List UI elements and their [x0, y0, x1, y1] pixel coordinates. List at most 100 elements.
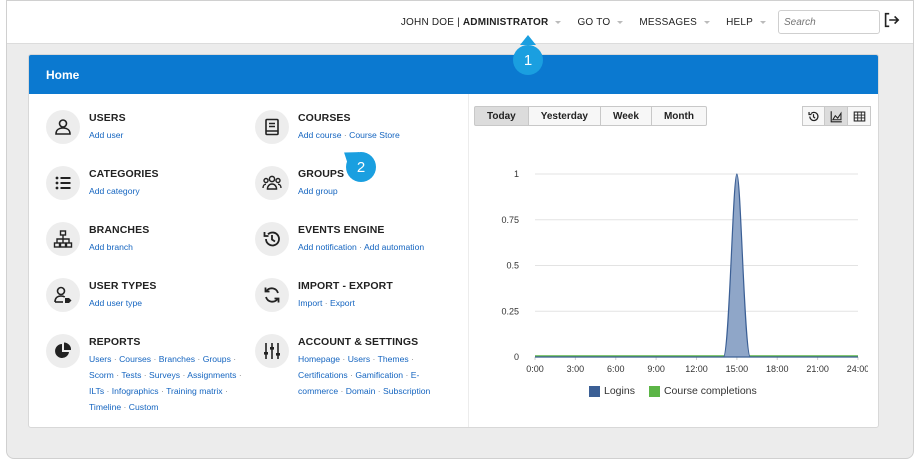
report-surveys-link[interactable]: Surveys — [149, 370, 181, 380]
list-icon — [46, 166, 80, 200]
goto-label: GO TO — [577, 16, 611, 28]
add-course-link[interactable]: Add course — [298, 130, 342, 140]
legend-item-completions[interactable]: Course completions — [648, 385, 757, 397]
callout-1-pointer — [520, 35, 536, 45]
help-menu[interactable]: HELP — [726, 17, 766, 28]
tab-month[interactable]: Month — [651, 106, 707, 126]
history-view-button[interactable] — [802, 106, 825, 126]
x-tick-label: 18:00 — [766, 364, 789, 374]
panel-title: Home — [29, 55, 878, 94]
home-panel: Home USERS Add user CATEGORIES Add categ… — [28, 54, 879, 428]
messages-label: MESSAGES — [639, 16, 698, 28]
account-settings-section: ACCOUNT & SETTINGS Homepage · Users · Th… — [255, 334, 448, 399]
report-custom-link[interactable]: Custom — [128, 402, 159, 412]
import-link[interactable]: Import — [298, 298, 323, 308]
report-scorm-link[interactable]: Scorm — [89, 370, 114, 380]
chevron-down-icon — [760, 20, 766, 24]
x-tick-label: 12:00 — [685, 364, 708, 374]
completions-swatch — [648, 385, 660, 397]
events-engine-title: EVENTS ENGINE — [298, 224, 385, 236]
user-tag-icon — [46, 278, 80, 312]
sliders-icon — [255, 334, 289, 368]
table-view-button[interactable] — [848, 106, 871, 126]
sitemap-icon — [46, 222, 80, 256]
report-branches-link[interactable]: Branches — [158, 354, 196, 364]
x-tick-label: 9:00 — [647, 364, 665, 374]
course-store-link[interactable]: Course Store — [349, 130, 400, 140]
y-tick-label: 0 — [514, 352, 519, 362]
export-link[interactable]: Export — [330, 298, 355, 308]
domain-link[interactable]: Domain — [345, 386, 376, 396]
tab-yesterday[interactable]: Yesterday — [528, 106, 601, 126]
subscription-link[interactable]: Subscription — [383, 386, 431, 396]
user-types-section: USER TYPES Add user type — [46, 278, 157, 312]
report-users-link[interactable]: Users — [89, 354, 112, 364]
report-training-matrix-link[interactable]: Training matrix — [166, 386, 223, 396]
help-label: HELP — [726, 16, 753, 28]
logins-area-chart: 0 0.25 0.5 0.75 1 0:00 3:00 6:00 9:00 12:00 15:00 1… — [501, 169, 868, 374]
chevron-down-icon — [617, 20, 624, 24]
user-role: ADMINISTRATOR — [462, 16, 549, 28]
history-icon — [255, 222, 289, 256]
report-ilts-link[interactable]: ILTs — [89, 386, 105, 396]
series-logins — [535, 173, 858, 358]
events-engine-section: EVENTS ENGINE Add notification · Add aut… — [255, 222, 424, 256]
legend-label-logins: Logins — [604, 385, 635, 397]
tab-week[interactable]: Week — [600, 106, 652, 126]
users-section: USERS Add user — [46, 110, 126, 144]
gamification-link[interactable]: Gamification — [355, 370, 404, 380]
table-icon — [853, 111, 865, 121]
search-input[interactable] — [778, 10, 880, 34]
report-assignments-link[interactable]: Assignments — [187, 370, 237, 380]
themes-link[interactable]: Themes — [377, 354, 409, 364]
certifications-link[interactable]: Certifications — [298, 370, 348, 380]
users-title: USERS — [89, 112, 126, 124]
add-notification-link[interactable]: Add notification — [298, 242, 357, 252]
goto-menu[interactable]: GO TO — [577, 16, 624, 28]
y-tick-label: 0.25 — [501, 306, 519, 316]
tab-today[interactable]: Today — [474, 106, 529, 126]
add-user-type-link[interactable]: Add user type — [89, 298, 143, 308]
ecommerce-link-part2[interactable]: commerce — [298, 386, 339, 396]
homepage-link[interactable]: Homepage — [298, 354, 341, 364]
history-icon — [808, 111, 819, 121]
area-chart-view-button[interactable] — [825, 106, 848, 126]
sync-icon — [255, 278, 289, 312]
report-courses-link[interactable]: Courses — [119, 354, 152, 364]
account-settings-links: Homepage · Users · Themes · Certificatio… — [298, 354, 431, 396]
messages-menu[interactable]: MESSAGES — [639, 16, 711, 28]
groups-section: GROUPS Add group — [255, 166, 344, 200]
import-export-title: IMPORT - EXPORT — [298, 280, 393, 292]
y-tick-label: 1 — [514, 169, 519, 179]
add-category-link[interactable]: Add category — [89, 186, 140, 196]
area-chart-icon — [830, 110, 842, 122]
y-tick-label: 0.5 — [506, 261, 519, 271]
categories-title: CATEGORIES — [89, 168, 159, 180]
add-branch-link[interactable]: Add branch — [89, 242, 133, 252]
logout-icon[interactable] — [882, 11, 900, 29]
chart-legend: Logins Course completions — [589, 385, 771, 397]
logins-swatch — [589, 385, 600, 397]
add-user-link[interactable]: Add user — [89, 130, 124, 140]
legend-item-logins[interactable]: Logins — [589, 385, 635, 397]
report-infographics-link[interactable]: Infographics — [111, 386, 159, 396]
report-groups-link[interactable]: Groups — [202, 354, 231, 364]
add-group-link[interactable]: Add group — [298, 186, 338, 196]
user-types-title: USER TYPES — [89, 280, 157, 292]
categories-section: CATEGORIES Add category — [46, 166, 159, 200]
x-tick-label: 21:00 — [806, 364, 829, 374]
top-nav: JOHN DOE | ADMINISTRATOR GO TO MESSAGES … — [401, 10, 880, 34]
report-timeline-link[interactable]: Timeline — [89, 402, 122, 412]
account-settings-title: ACCOUNT & SETTINGS — [298, 336, 419, 348]
courses-title: COURSES — [298, 112, 351, 124]
settings-users-link[interactable]: Users — [347, 354, 371, 364]
user-menu[interactable]: JOHN DOE | ADMINISTRATOR — [401, 17, 562, 28]
reports-title: REPORTS — [89, 336, 141, 348]
x-tick-label: 24:00 — [847, 364, 868, 374]
chart-view-buttons — [802, 106, 871, 126]
x-tick-label: 15:00 — [726, 364, 749, 374]
ecommerce-link-part1[interactable]: E- — [410, 370, 420, 380]
add-automation-link[interactable]: Add automation — [363, 242, 425, 252]
report-tests-link[interactable]: Tests — [121, 370, 142, 380]
reports-links: Users · Courses · Branches · Groups · Sc… — [89, 354, 242, 412]
